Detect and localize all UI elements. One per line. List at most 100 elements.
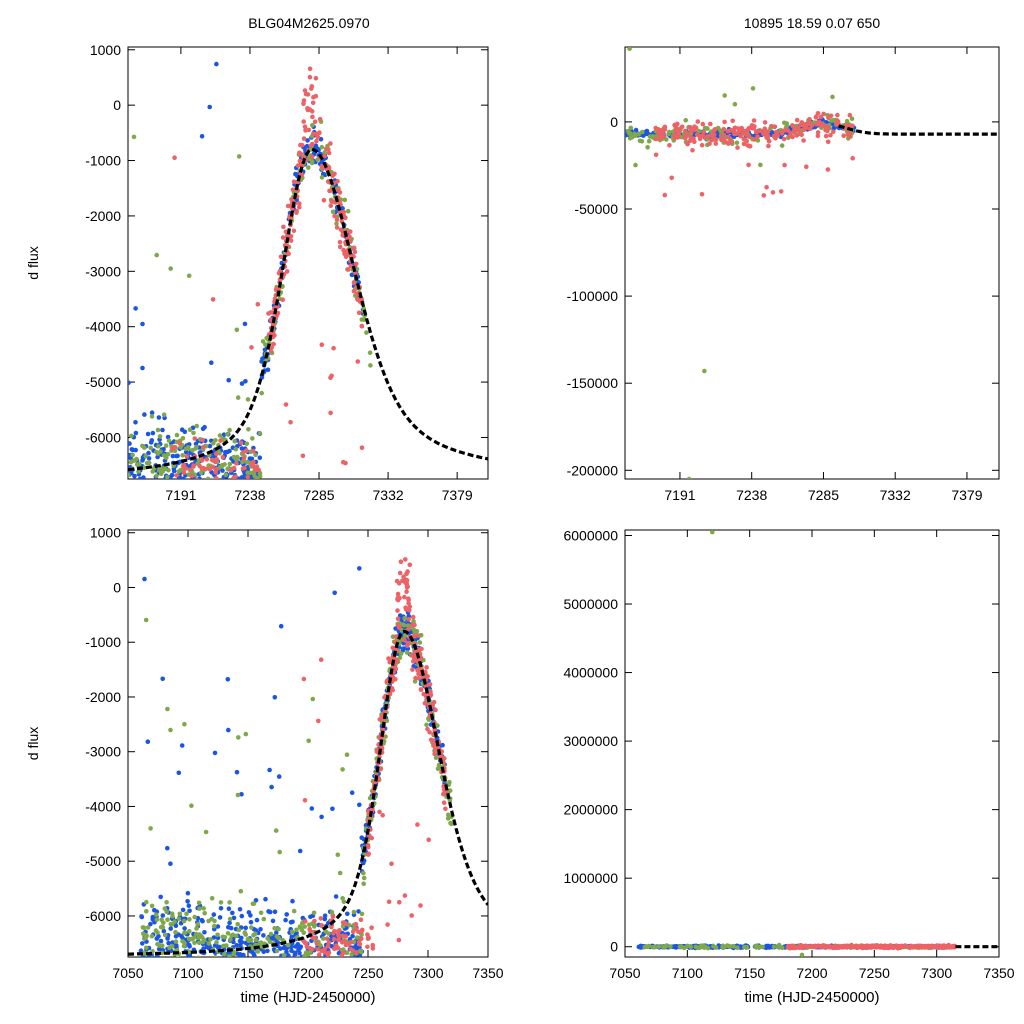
red-point <box>765 129 771 134</box>
green-point <box>154 473 159 479</box>
green-point <box>640 129 645 135</box>
green-point <box>276 926 281 932</box>
green-point <box>140 443 145 449</box>
red-point <box>428 737 434 743</box>
red-point <box>882 943 887 949</box>
green-point <box>200 939 206 945</box>
blue-point <box>150 430 156 436</box>
blue-point <box>243 379 248 384</box>
red-point <box>315 947 321 952</box>
green-point <box>244 441 250 447</box>
red-point <box>769 123 774 129</box>
red-point <box>340 958 345 963</box>
green-point <box>305 952 311 957</box>
blue-point <box>199 134 205 139</box>
y-tick-label: -1000 <box>85 153 121 169</box>
green-point <box>683 118 688 123</box>
red-point <box>322 153 327 159</box>
x-axis-label: time (HJD-2450000) <box>240 989 375 1006</box>
red-point <box>355 359 361 364</box>
red-point <box>807 117 812 122</box>
red-point <box>424 665 429 670</box>
y-tick-label: -3000 <box>85 263 121 279</box>
green-point <box>216 496 221 501</box>
green-point <box>325 965 330 970</box>
red-point <box>207 467 213 472</box>
blue-point <box>350 933 355 939</box>
red-point <box>341 965 346 970</box>
blue-point <box>239 913 245 919</box>
red-point <box>370 942 376 948</box>
blue-point <box>220 468 225 473</box>
red-point <box>223 480 228 485</box>
red-point <box>708 121 713 127</box>
red-point <box>847 112 853 118</box>
red-point <box>336 936 342 941</box>
blue-point <box>173 923 179 928</box>
green-point <box>259 390 265 396</box>
blue-point <box>226 727 231 733</box>
blue-point <box>248 913 253 918</box>
green-point <box>251 901 257 906</box>
green-point <box>193 481 198 486</box>
green-point <box>364 330 369 335</box>
red-point <box>334 225 340 230</box>
blue-point <box>357 802 362 808</box>
x-tick-label: 7150 <box>734 965 765 981</box>
green-point <box>168 727 173 733</box>
green-point <box>225 431 230 437</box>
red-point <box>813 944 819 949</box>
green-point <box>166 438 172 443</box>
green-point <box>358 949 364 955</box>
blue-point <box>226 906 232 911</box>
green-point <box>162 932 168 938</box>
blue-point <box>227 448 232 454</box>
red-point <box>730 118 735 124</box>
green-point <box>340 767 345 772</box>
red-point <box>307 926 312 932</box>
blue-point <box>284 949 289 955</box>
red-point <box>860 945 865 951</box>
red-point <box>251 448 256 454</box>
blue-point <box>187 908 192 914</box>
red-point <box>404 581 410 587</box>
blue-point <box>269 784 274 790</box>
green-point <box>194 926 199 931</box>
blue-point <box>332 590 338 596</box>
green-point <box>165 706 170 712</box>
red-point <box>672 122 677 128</box>
blue-point <box>140 365 145 371</box>
x-tick-label: 7238 <box>234 487 265 503</box>
blue-point <box>212 750 218 756</box>
red-point <box>406 617 412 622</box>
red-point <box>835 112 840 118</box>
blue-point <box>263 896 268 902</box>
y-tick-label: 0 <box>610 114 618 130</box>
green-point <box>274 962 279 967</box>
red-point <box>771 133 777 139</box>
blue-point <box>128 380 131 386</box>
green-point <box>186 446 191 451</box>
blue-point <box>160 676 165 682</box>
red-point <box>770 190 776 195</box>
green-point <box>129 433 134 439</box>
green-point <box>227 481 232 486</box>
red-point <box>823 133 829 139</box>
red-point <box>939 944 945 949</box>
green-point <box>184 911 189 917</box>
red-point <box>305 106 310 111</box>
x-tick-label: 7100 <box>172 965 203 981</box>
red-point <box>848 134 853 139</box>
blue-point <box>296 946 302 952</box>
blue-point <box>227 920 232 926</box>
red-point <box>365 843 371 848</box>
red-point <box>310 114 315 120</box>
y-tick-label: -200000 <box>567 462 619 478</box>
green-point <box>294 927 299 933</box>
plot-bottom-right: 6000000 5000000 4000000 3000000 2000000 10000… <box>563 527 1014 1006</box>
green-point <box>226 501 231 506</box>
blue-point <box>278 623 284 629</box>
green-point <box>446 812 451 818</box>
red-point <box>701 129 706 135</box>
green-point <box>186 273 192 279</box>
